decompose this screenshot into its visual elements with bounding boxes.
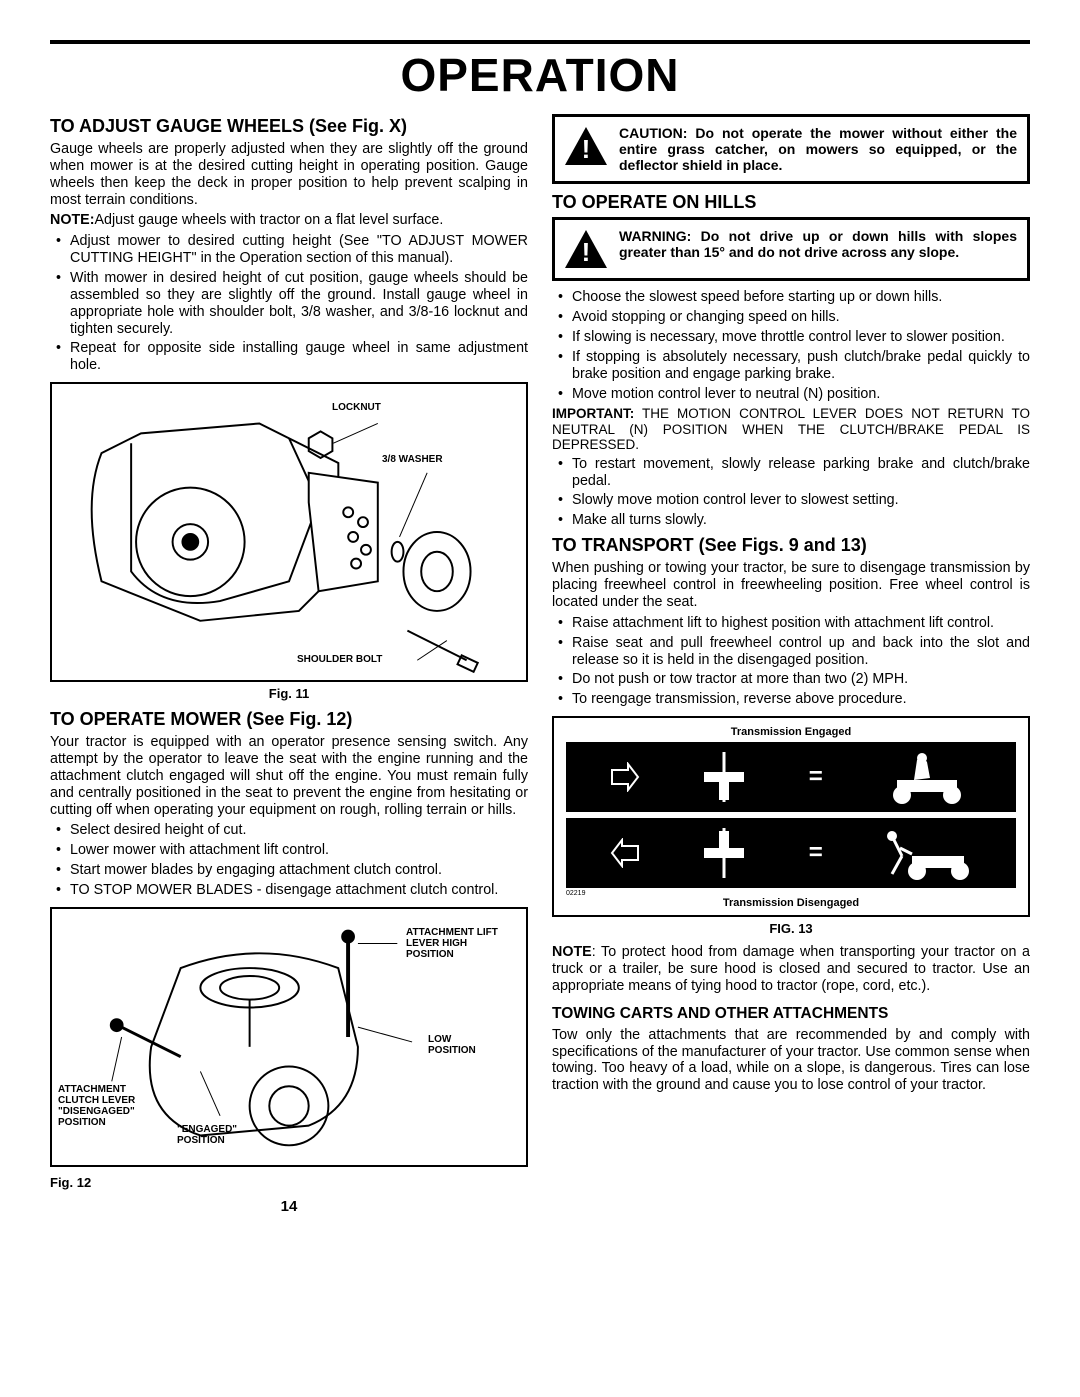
bullet-select-height: Select desired height of cut. xyxy=(50,822,528,839)
para-gauge-intro: Gauge wheels are properly adjusted when … xyxy=(50,141,528,208)
warning-triangle-icon: ! xyxy=(563,228,609,270)
fig12-label-lift: ATTACHMENT LIFT LEVER HIGH POSITION xyxy=(406,927,516,960)
note-body-2: : To protect hood from damage when trans… xyxy=(552,944,1030,994)
bullet-slowest: Choose the slowest speed before starting… xyxy=(552,289,1030,306)
left-column: TO ADJUST GAUGE WHEELS (See Fig. X) Gaug… xyxy=(50,110,528,1193)
heading-hills: TO OPERATE ON HILLS xyxy=(552,192,1030,213)
bullet-mph: Do not push or tow tractor at more than … xyxy=(552,671,1030,688)
bullet-assemble: With mower in desired height of cut posi… xyxy=(50,270,528,337)
caution-triangle-icon: ! xyxy=(563,125,609,167)
bullet-turns: Make all turns slowly. xyxy=(552,512,1030,529)
note-gauge: NOTE:Adjust gauge wheels with tractor on… xyxy=(50,212,528,229)
important-note: IMPORTANT: THE MOTION CONTROL LEVER DOES… xyxy=(552,406,1030,451)
right-column: ! CAUTION: Do not operate the mower with… xyxy=(552,110,1030,1193)
bullet-start-blades: Start mower blades by engaging attachmen… xyxy=(50,862,528,879)
note-hood: NOTE: To protect hood from damage when t… xyxy=(552,944,1030,995)
fig13-caption: FIG. 13 xyxy=(552,921,1030,936)
fig13-code: 02219 xyxy=(566,890,1016,897)
svg-text:!: ! xyxy=(582,237,591,267)
fig11-svg xyxy=(52,384,526,680)
bullet-lower: Lower mower with attachment lift control… xyxy=(50,842,528,859)
tractor-push-icon xyxy=(882,826,972,881)
important-lead: IMPORTANT: xyxy=(552,406,634,421)
note-body: Adjust gauge wheels with tractor on a ﬂa… xyxy=(94,212,443,228)
lever-down-icon xyxy=(699,747,749,807)
fig11-label-locknut: LOCKNUT xyxy=(332,402,381,413)
heading-towing: TOWING CARTS AND OTHER ATTACHMENTS xyxy=(552,1005,1030,1023)
bullet-raise-seat: Raise seat and pull freewheel control up… xyxy=(552,635,1030,669)
fig11-caption: Fig. 11 xyxy=(50,686,528,701)
bullet-repeat: Repeat for opposite side installing gaug… xyxy=(50,340,528,374)
bullet-slow-move: Slowly move motion control lever to slow… xyxy=(552,492,1030,509)
warning-box: ! WARNING: Do not drive up or down hills… xyxy=(552,217,1030,281)
bullet-raise-lift: Raise attachment lift to highest positio… xyxy=(552,615,1030,632)
bullet-stop-blades: TO STOP MOWER BLADES - disengage attachm… xyxy=(50,882,528,899)
equals-icon-2: = xyxy=(809,839,823,867)
bullet-avoid-stop: Avoid stopping or changing speed on hill… xyxy=(552,309,1030,326)
bullet-adjust-height: Adjust mower to desired cutting height (… xyxy=(50,233,528,267)
fig13-panel-disengaged: = xyxy=(566,818,1016,888)
heading-operate-mower: TO OPERATE MOWER (See Fig. 12) xyxy=(50,709,528,730)
fig12-label-disengaged: ATTACHMENT CLUTCH LEVER "DISENGAGED" POS… xyxy=(58,1084,168,1128)
bullet-restart: To restart movement, slowly release park… xyxy=(552,456,1030,490)
page-title: OPERATION xyxy=(50,48,1030,102)
warning-text: WARNING: Do not drive up or down hills w… xyxy=(619,228,1017,260)
figure-11: LOCKNUT 3/8 WASHER SHOULDER BOLT xyxy=(50,382,528,682)
bullet-neutral: Move motion control lever to neutral (N)… xyxy=(552,386,1030,403)
figure-12: ATTACHMENT LIFT LEVER HIGH POSITION LOW … xyxy=(50,907,528,1167)
fig13-disengaged-label: Transmission Disengaged xyxy=(566,897,1016,909)
fig13-panel-engaged: = xyxy=(566,742,1016,812)
figure-13: Transmission Engaged = xyxy=(552,716,1030,917)
content-columns: TO ADJUST GAUGE WHEELS (See Fig. X) Gaug… xyxy=(50,110,1030,1193)
fig13-engaged-label: Transmission Engaged xyxy=(566,726,1016,738)
tractor-seated-icon xyxy=(882,750,972,805)
heading-transport: TO TRANSPORT (See Figs. 9 and 13) xyxy=(552,535,1030,556)
para-presence-switch: Your tractor is equipped with an operato… xyxy=(50,734,528,818)
arrow-left-icon xyxy=(610,838,640,868)
page-frame: OPERATION TO ADJUST GAUGE WHEELS (See Fi… xyxy=(50,40,1030,1193)
fig12-caption: Fig. 12 xyxy=(50,1175,91,1190)
fig12-label-low: LOW POSITION xyxy=(428,1034,498,1056)
note-lead: NOTE: xyxy=(50,212,94,228)
note-lead-2: NOTE xyxy=(552,944,592,960)
para-towing: Tow only the attachments that are recomm… xyxy=(552,1027,1030,1094)
arrow-right-icon xyxy=(610,762,640,792)
fig11-label-bolt: SHOULDER BOLT xyxy=(297,654,382,665)
lever-up-icon xyxy=(699,823,749,883)
svg-text:!: ! xyxy=(582,134,591,164)
equals-icon: = xyxy=(809,763,823,791)
bullet-slowing: If slowing is necessary, move throttle c… xyxy=(552,329,1030,346)
bullet-reengage: To reengage transmission, reverse above … xyxy=(552,691,1030,708)
para-transport: When pushing or towing your tractor, be … xyxy=(552,560,1030,611)
caution-box: ! CAUTION: Do not operate the mower with… xyxy=(552,114,1030,184)
caution-text: CAUTION: Do not operate the mower withou… xyxy=(619,125,1017,173)
fig12-label-engaged: "ENGAGED" POSITION xyxy=(177,1124,267,1146)
bullet-stopping: If stopping is absolutely necessary, pus… xyxy=(552,349,1030,383)
fig11-label-washer: 3/8 WASHER xyxy=(382,454,443,465)
page-number: 14 xyxy=(281,1198,298,1215)
heading-gauge-wheels: TO ADJUST GAUGE WHEELS (See Fig. X) xyxy=(50,116,528,137)
